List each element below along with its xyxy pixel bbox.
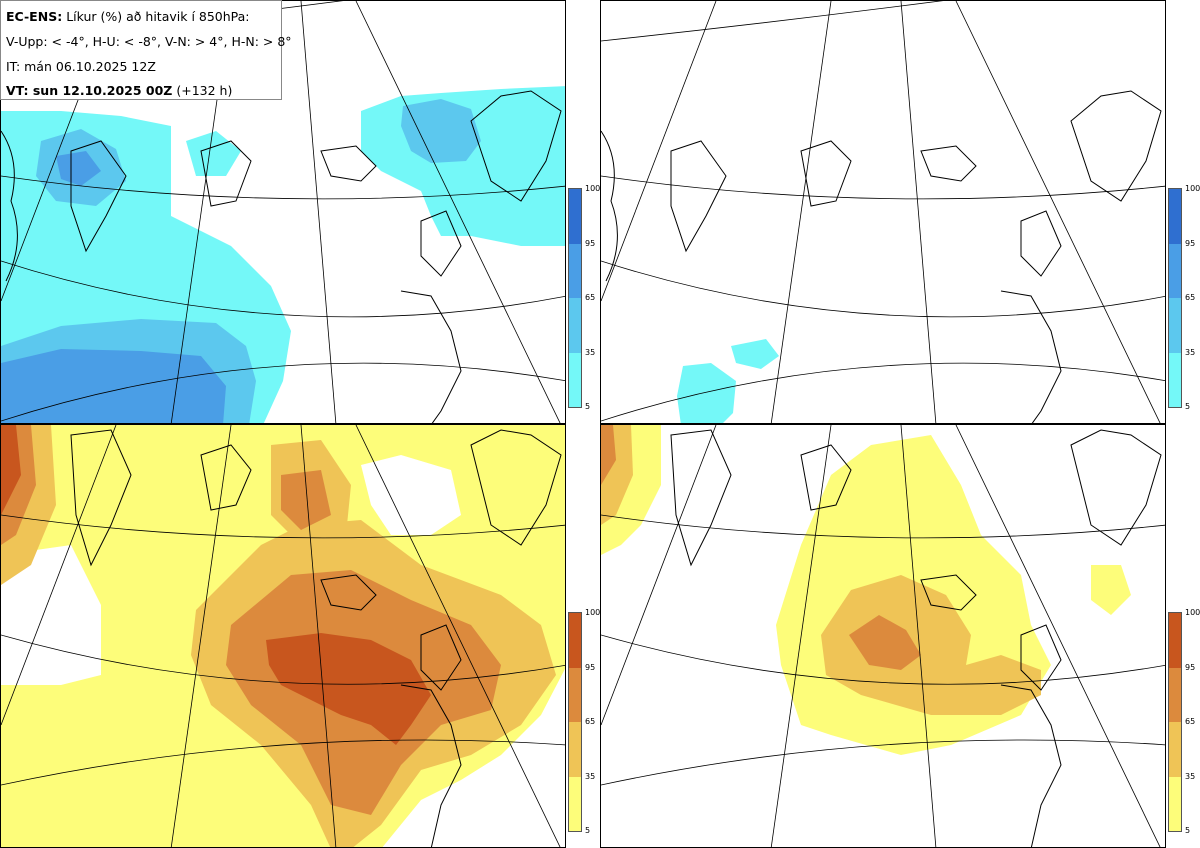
- colorbar-warm-3: 100 95 65 35 5: [1168, 609, 1200, 835]
- colorbar-segment: [569, 776, 581, 831]
- colorbar-tick-label: 5: [1185, 402, 1191, 411]
- colorbar-segment: [569, 613, 581, 668]
- colorbar-segment: [569, 298, 581, 353]
- colorbar-tick-label: 35: [1185, 771, 1196, 781]
- colorbar-segment: [569, 189, 581, 244]
- map-header: EC-ENS: Líkur (%) að hitavik í 850hPa: V…: [0, 0, 292, 100]
- header-legend-line: V-Upp: < -4°, H-U: < -8°, V-N: > 4°, H-N…: [6, 34, 292, 49]
- colorbar-tick-label: 100: [585, 608, 601, 617]
- colorbar-tick-label: 95: [1185, 662, 1196, 672]
- colorbar-segment: [569, 722, 581, 777]
- colorbar-tick-label: 65: [585, 293, 596, 302]
- prob-area-5-35: [186, 131, 241, 176]
- prob-area-35-65: [821, 575, 1041, 715]
- prob-area-65-95: [1, 349, 226, 423]
- colorbar-cold-0: 100 95 65 35 5: [568, 185, 600, 411]
- colorbar-segment: [569, 243, 581, 298]
- colorbar-segment: [1169, 722, 1181, 777]
- prob-area-5-35: [677, 363, 736, 423]
- coastlines: [601, 90, 1162, 423]
- prob-area-95-100: [1, 425, 21, 515]
- colorbar-warm-2: 100 95 65 35 5: [568, 609, 600, 835]
- colorbar-tick-label: 35: [585, 771, 596, 781]
- probability-map: [601, 425, 1165, 847]
- colorbar-tick-label: 5: [1185, 826, 1191, 835]
- colorbar-tick-label: 5: [585, 402, 591, 411]
- colorbar-tick-label: 100: [1185, 184, 1200, 193]
- colorbar-tick-label: 95: [1185, 238, 1196, 248]
- no-prob-area: [361, 455, 461, 535]
- colorbar-cold-1: 100 95 65 35 5: [1168, 185, 1200, 411]
- header-title-line: EC-ENS: Líkur (%) að hitavik í 850hPa:: [6, 9, 250, 24]
- colorbar-segment: [569, 667, 581, 722]
- prob-area-65-95: [281, 470, 331, 530]
- colorbar-segment: [569, 352, 581, 407]
- colorbar-segment: [1169, 189, 1181, 244]
- colorbar-tick-label: 35: [1185, 347, 1196, 357]
- prob-area-65-95: [56, 151, 101, 186]
- prob-area-5-35: [1091, 565, 1131, 615]
- colorbar-segment: [1169, 352, 1181, 407]
- probability-map: [1, 425, 565, 847]
- coastlines: [70, 429, 562, 847]
- prob-area-5-35: [731, 339, 779, 369]
- colorbar-segment: [1169, 667, 1181, 722]
- colorbar-tick-label: 95: [585, 662, 596, 672]
- no-prob-area: [1, 545, 101, 685]
- prob-area-95-100: [266, 633, 431, 745]
- colorbar-tick-label: 65: [1185, 717, 1196, 726]
- map-panel-warm-moderate: [0, 424, 566, 848]
- colorbar-tick-label: 5: [585, 826, 591, 835]
- header-init-time: IT: mán 06.10.2025 12Z: [6, 59, 156, 74]
- colorbar-tick-label: 95: [585, 238, 596, 248]
- colorbar-tick-label: 100: [585, 184, 601, 193]
- prob-area-65-95: [601, 425, 616, 485]
- colorbar-segment: [1169, 776, 1181, 831]
- prob-area-35-65: [401, 99, 481, 163]
- lat-lon-grid: [1, 425, 565, 847]
- coastlines: [670, 429, 1162, 847]
- colorbar-tick-label: 65: [1185, 293, 1196, 302]
- lat-lon-grid: [601, 1, 1165, 423]
- map-panel-cold-moderate: [0, 0, 566, 424]
- colorbar-tick-label: 100: [1185, 608, 1200, 617]
- colorbar-segment: [1169, 243, 1181, 298]
- probability-map: [601, 1, 1165, 423]
- probability-map: [1, 1, 565, 423]
- map-panel-cold-strong: [600, 0, 1166, 424]
- map-panel-warm-strong: [600, 424, 1166, 848]
- coastlines: [1, 90, 562, 423]
- colorbar-tick-label: 35: [585, 347, 596, 357]
- colorbar-tick-label: 65: [585, 717, 596, 726]
- prob-area-65-95: [849, 615, 921, 670]
- colorbar-segment: [1169, 613, 1181, 668]
- colorbar-segment: [1169, 298, 1181, 353]
- header-valid-time: VT: sun 12.10.2025 00Z (+132 h): [6, 83, 233, 98]
